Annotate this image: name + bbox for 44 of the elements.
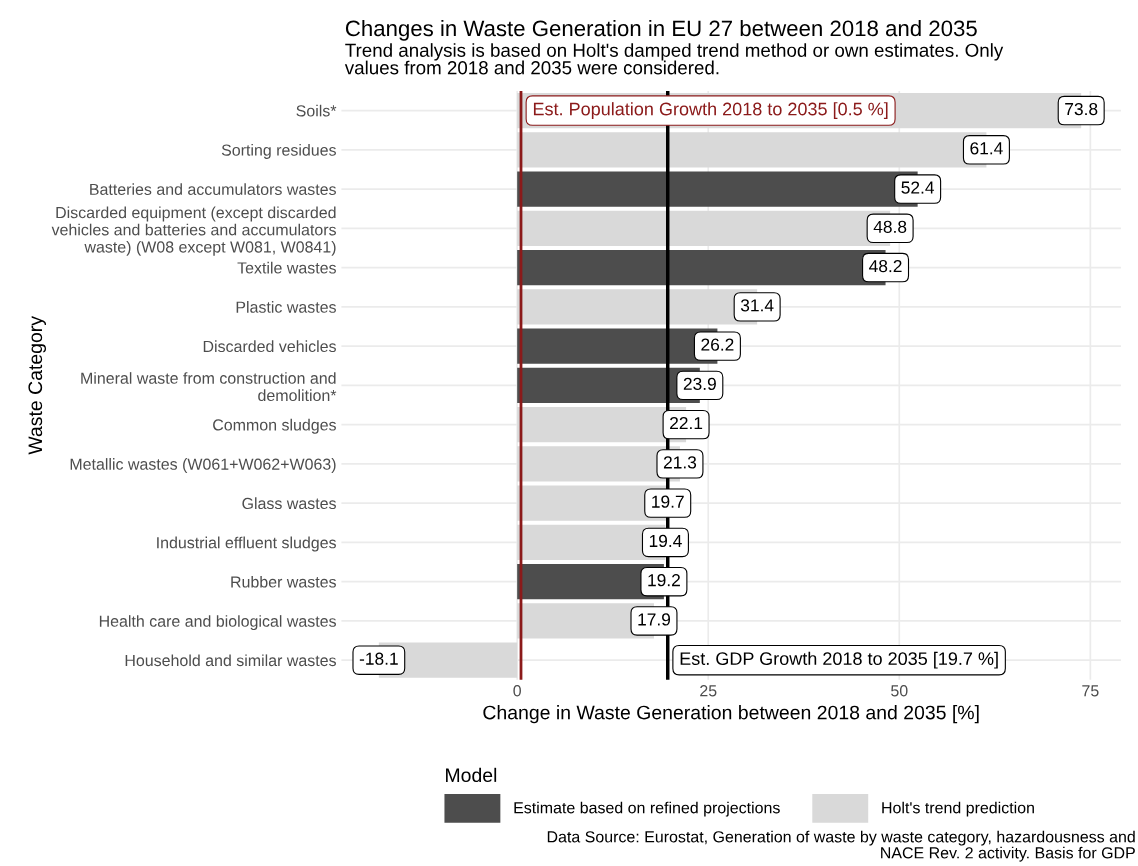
data-label: 61.4	[970, 142, 1003, 155]
y-tick-label: Discarded equipment (except discarded vehicles and batteries and accumulators waste) (W08 except W081, W0841)	[51, 206, 336, 256]
x-tick-label: 0	[513, 685, 521, 697]
data-label: 52.4	[901, 181, 935, 194]
source-note: Data Source: Eurostat, Generation of waste by waste category, hazardousness and NACE Rev. 2 activity. Basis for GDP	[547, 830, 1135, 862]
y-tick-label: Soils*	[296, 104, 337, 117]
data-label: 48.8	[873, 220, 907, 233]
data-label: 31.4	[740, 299, 774, 312]
chart-title: Changes in Waste Generation in EU 27 between 2018 and 2035	[345, 19, 977, 41]
data-label: 19.2	[648, 574, 680, 587]
data-label: 19.7	[652, 495, 684, 508]
legend-title: Model	[446, 767, 497, 783]
ref-line-label: Est. GDP Growth 2018 to 2035 [19.7 %]	[680, 651, 998, 669]
data-label: 73.8	[1065, 102, 1098, 116]
data-label: 17.9	[638, 613, 671, 626]
data-label: 22.1	[670, 417, 703, 430]
data-label: 19.4	[649, 534, 682, 548]
legend-label: Holt's trend prediction	[882, 801, 1034, 817]
y-tick-label: Textile wastes	[237, 261, 336, 274]
x-tick-label: 75	[1082, 685, 1099, 697]
y-tick-label: Health care and biological wastes	[99, 615, 336, 631]
y-tick-label: Industrial effluent sludges	[157, 536, 336, 552]
data-label: -18.1	[359, 652, 398, 665]
y-tick-label: Rubber wastes	[231, 575, 336, 588]
x-tick-label: 50	[891, 685, 908, 697]
y-tick-label: Discarded vehicles	[203, 340, 336, 353]
x-tick-label: 25	[700, 685, 717, 697]
y-tick-label: Glass wastes	[242, 497, 336, 510]
data-label: 48.2	[869, 259, 902, 273]
legend-label: Estimate based on refined projections	[514, 801, 780, 817]
ref-line-label: Est. Population Growth 2018 to 2035 [0.5 %]	[533, 102, 888, 119]
data-label: 21.3	[663, 456, 697, 469]
y-tick-label: Household and similar wastes	[125, 654, 336, 667]
y-axis-title: Waste Category	[28, 316, 47, 455]
chart-subtitle: Trend analysis is based on Holt's damped trend method or own estimates. Only values from 2018 and 2035 were considered.	[344, 43, 1004, 75]
y-tick-label: Common sludges	[213, 418, 336, 434]
y-tick-label: Metallic wastes (W061+W062+W063)	[70, 458, 336, 473]
y-tick-label: Plastic wastes	[236, 301, 336, 313]
y-tick-label: Batteries and accumulators wastes	[90, 183, 336, 196]
x-axis-title: Change in Waste Generation between 2018 and 2035 [%]	[483, 705, 979, 724]
y-tick-label: Mineral waste from construction and demolition*	[81, 372, 337, 402]
data-label: 23.9	[683, 377, 716, 391]
data-label: 26.2	[701, 338, 734, 351]
y-tick-label: Sorting residues	[221, 144, 336, 159]
